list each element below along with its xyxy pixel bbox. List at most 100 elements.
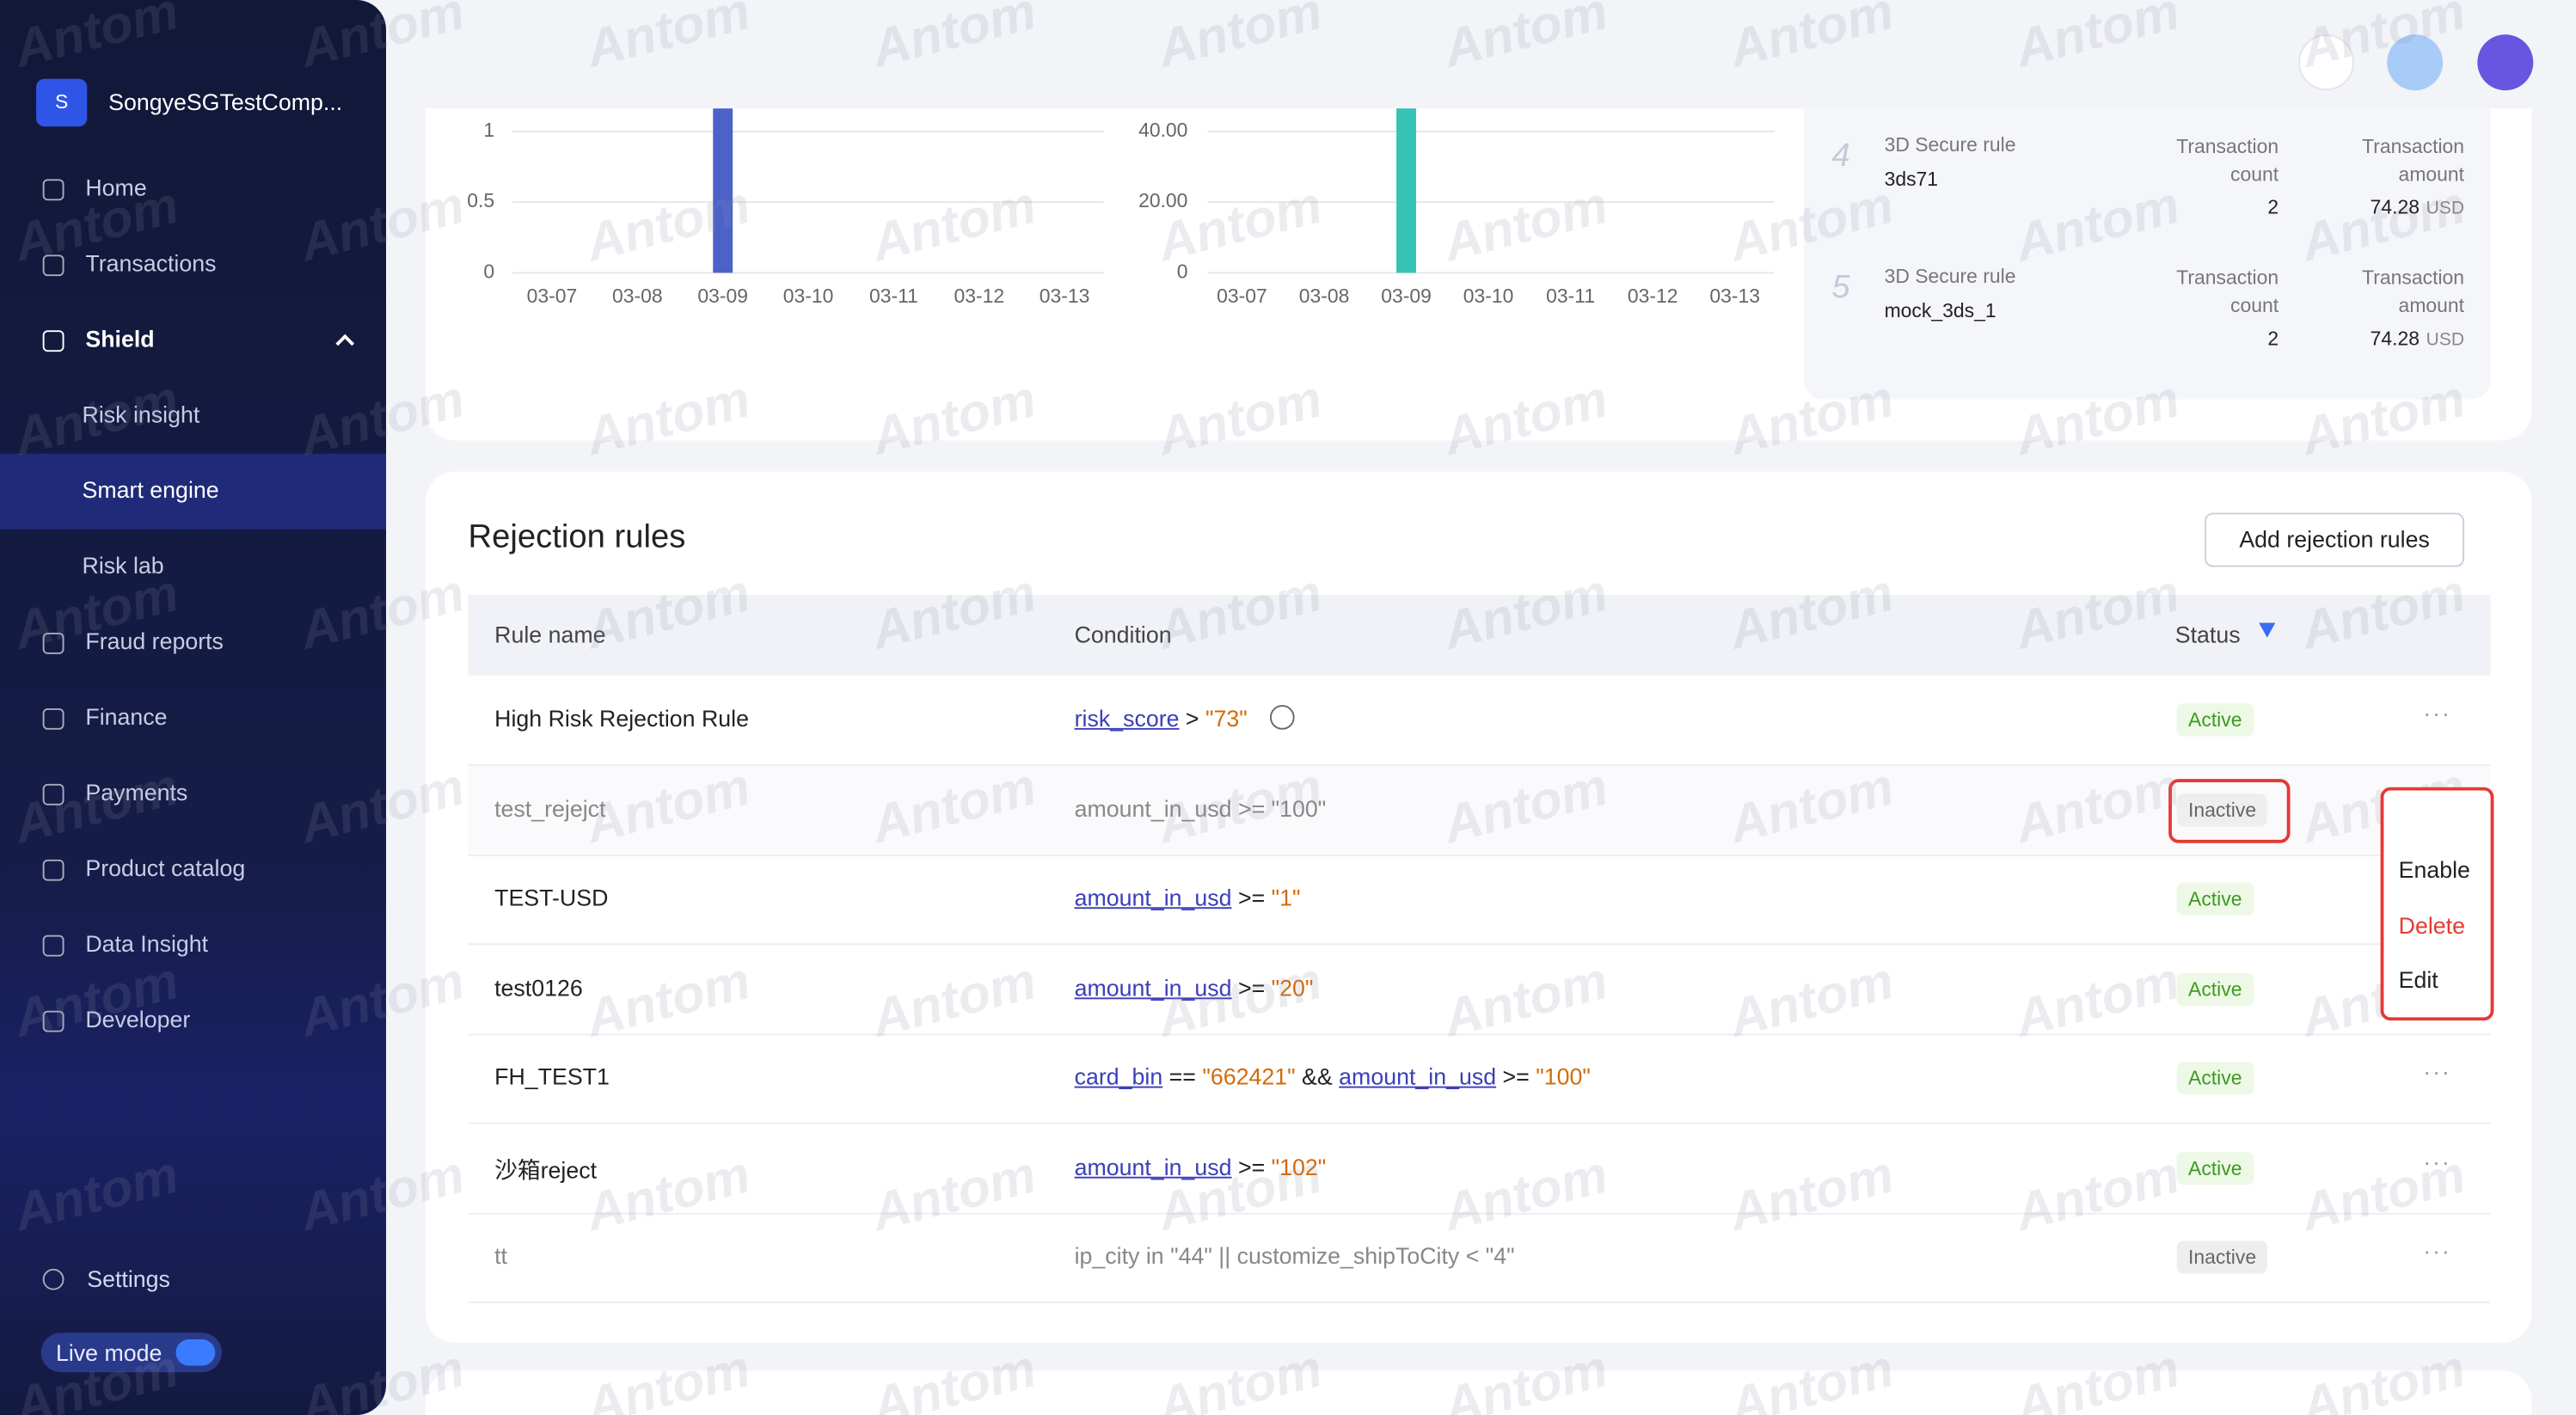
menu-item[interactable]: Enable — [2398, 855, 2470, 883]
company-name[interactable]: SongyeSGTestComp... — [108, 89, 343, 115]
status-badge: Active — [2176, 1061, 2254, 1095]
y-tick-label: 20.00 — [1138, 189, 1187, 211]
condition-op: >= — [1231, 794, 1272, 821]
nav-item[interactable]: Developer — [85, 1005, 191, 1032]
amount-label: Transaction amount — [2362, 266, 2465, 317]
more-actions[interactable]: ··· — [2423, 1237, 2451, 1265]
nav-item[interactable]: Data Insight — [85, 930, 209, 957]
rule-name[interactable]: High Risk Rejection Rule — [494, 705, 749, 732]
x-tick-label: 03-12 — [1628, 285, 1678, 307]
more-actions[interactable]: ··· — [2423, 1148, 2451, 1174]
condition-op: ip_city in "44" || customize_shipToCity … — [1074, 1242, 1515, 1269]
rule-name: 3ds71 — [1884, 167, 1939, 191]
more-actions[interactable]: ··· — [2423, 1058, 2451, 1085]
notification-icon[interactable] — [2387, 34, 2444, 91]
company-avatar: S — [36, 78, 88, 127]
nav-icon — [42, 783, 64, 806]
live-mode-switch — [175, 1339, 216, 1366]
condition-field: risk_score — [1074, 705, 1180, 732]
nav-item[interactable]: Transactions — [85, 249, 217, 277]
top-bar — [386, 0, 2576, 109]
x-tick-label: 03-09 — [1381, 285, 1432, 307]
condition-field: amount_in_usd — [1074, 1153, 1232, 1179]
row-divider — [468, 1122, 2491, 1124]
x-tick-label: 03-10 — [783, 285, 834, 307]
nav-icon — [42, 330, 64, 352]
nav-item[interactable]: Risk lab — [82, 552, 164, 579]
condition: amount_in_usd >= "20" — [1075, 974, 1314, 1001]
nav-item[interactable]: Fraud reports — [85, 628, 224, 654]
nav-icon — [42, 934, 64, 957]
column-header: Status — [2174, 621, 2241, 648]
status-badge: Active — [2176, 703, 2254, 737]
rule-name[interactable]: tt — [494, 1242, 507, 1269]
condition-op: >= — [1231, 973, 1272, 1001]
status-badge: Active — [2176, 971, 2254, 1006]
condition-value: "102" — [1271, 1153, 1327, 1179]
nav-item[interactable]: Home — [85, 174, 147, 201]
nav-item[interactable]: Payments — [85, 779, 188, 806]
row-divider — [468, 854, 2491, 856]
nav-icon — [42, 179, 64, 201]
row-divider — [468, 1211, 2491, 1214]
nav-icon — [42, 1010, 64, 1032]
x-tick-label: 03-12 — [954, 285, 1004, 307]
rule-name[interactable]: TEST-USD — [494, 884, 609, 911]
x-tick-label: 03-08 — [1299, 285, 1350, 307]
condition-op: > — [1179, 705, 1206, 732]
x-tick-label: 03-13 — [1709, 285, 1760, 307]
x-tick-label: 03-10 — [1463, 285, 1514, 307]
nav-item[interactable]: Finance — [85, 703, 168, 730]
condition: amount_in_usd >= "102" — [1075, 1153, 1327, 1179]
condition-op: && — [1295, 1063, 1340, 1090]
count: 2 — [2267, 195, 2279, 219]
rule-name[interactable]: 沙箱reject — [494, 1155, 598, 1183]
column-header: Condition — [1074, 621, 1172, 648]
row-divider — [468, 1032, 2491, 1035]
settings-link[interactable]: Settings — [87, 1265, 170, 1292]
amount-value: 74.28 — [2370, 327, 2420, 351]
info-icon[interactable] — [1270, 705, 1296, 730]
x-tick-label: 03-09 — [697, 285, 748, 307]
sidebar: S SongyeSGTestComp... Settings Live mode… — [0, 0, 387, 1415]
action-menu — [2380, 787, 2494, 1021]
y-tick-label: 1 — [483, 119, 494, 141]
filter-icon[interactable] — [2259, 622, 2276, 638]
status-badge: Active — [2176, 1151, 2254, 1185]
rule-name[interactable]: test_rejejct — [494, 794, 606, 821]
rule-name[interactable]: test0126 — [494, 973, 583, 1001]
condition: amount_in_usd >= "1" — [1075, 884, 1301, 910]
condition-value: "73" — [1205, 705, 1248, 732]
rule-index: 5 — [1831, 269, 1850, 306]
avatar-icon[interactable] — [2477, 34, 2534, 91]
condition: ip_city in "44" || customize_shipToCity … — [1075, 1242, 1515, 1269]
row-hover-bg — [468, 764, 2491, 855]
add-rule-button[interactable]: Add rejection rules — [2205, 512, 2465, 567]
amount: 74.28 USD — [2316, 327, 2464, 350]
status-badge: Inactive — [2176, 793, 2268, 826]
condition-value: "20" — [1271, 973, 1314, 1001]
menu-item[interactable]: Edit — [2398, 966, 2438, 993]
row-divider — [468, 1302, 2491, 1303]
nav-selected-bg — [0, 453, 387, 530]
column-header: Rule name — [494, 621, 606, 648]
nav-item[interactable]: Product catalog — [85, 855, 246, 881]
count-label: Transaction count — [2176, 266, 2279, 317]
rule-name[interactable]: FH_TEST1 — [494, 1063, 610, 1090]
condition-value: "100" — [1271, 794, 1327, 821]
next-card — [425, 1370, 2532, 1415]
nav-item[interactable]: Smart engine — [82, 476, 219, 503]
settings-icon — [42, 1268, 64, 1290]
condition-value: "662421" — [1202, 1063, 1296, 1090]
status-badge: Inactive — [2176, 1240, 2268, 1274]
menu-item[interactable]: Delete — [2398, 911, 2465, 938]
count: 2 — [2267, 327, 2279, 351]
feedback-icon[interactable] — [2298, 34, 2355, 91]
nav-item[interactable]: Risk insight — [82, 401, 200, 428]
condition: risk_score > "73" — [1075, 705, 1296, 732]
condition-field: amount_in_usd — [1339, 1063, 1497, 1090]
nav-item[interactable]: Shield — [85, 325, 155, 352]
more-actions[interactable]: ··· — [2423, 700, 2451, 726]
